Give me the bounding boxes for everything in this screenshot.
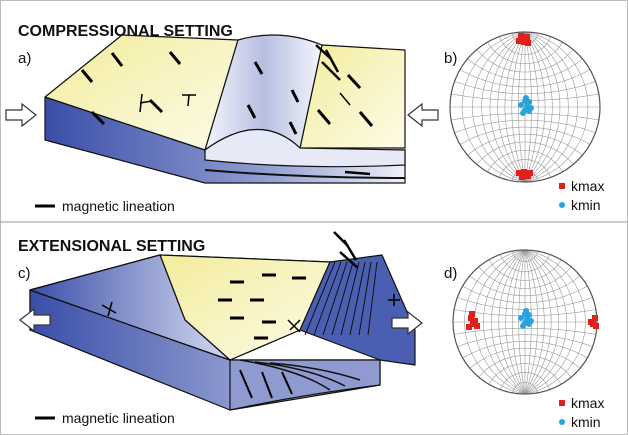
- kmin-point: [518, 315, 524, 321]
- kmin-key: [559, 419, 565, 425]
- panel-title: EXTENSIONAL SETTING: [18, 238, 205, 255]
- legend-text: magnetic lineation: [62, 198, 175, 214]
- kmin-point: [523, 95, 529, 101]
- stress-arrow: [6, 104, 36, 126]
- stress-arrow: [408, 104, 438, 126]
- stereonet-label: b): [444, 50, 457, 67]
- diagram-label: c): [18, 265, 31, 282]
- kmin-point: [526, 108, 532, 114]
- kmax-point: [516, 170, 522, 176]
- kmax-point: [527, 170, 533, 176]
- kmax-point: [474, 323, 480, 329]
- stereonet-label: d): [444, 265, 457, 282]
- kmax-point: [466, 324, 472, 330]
- stereonet: [453, 250, 599, 394]
- kmax-key: [559, 183, 565, 189]
- legend-kmax: kmax: [571, 178, 604, 194]
- kmin-point: [520, 323, 526, 329]
- kmin-point: [518, 102, 524, 108]
- kmax-point: [588, 319, 594, 325]
- figure: COMPRESSIONAL SETTING a) b) magnetic lin…: [0, 0, 628, 435]
- kmin-point: [520, 110, 526, 116]
- kmin-key: [559, 202, 565, 208]
- kmax-point: [469, 311, 475, 317]
- kmax-key: [559, 400, 565, 406]
- kmax-point: [516, 38, 522, 44]
- lineation: [188, 95, 189, 106]
- kmax-point: [525, 40, 531, 46]
- legend-kmin: kmin: [571, 414, 601, 430]
- legend-kmin: kmin: [571, 197, 601, 213]
- legend-text: magnetic lineation: [62, 410, 175, 426]
- diagram-label: a): [18, 50, 31, 67]
- kmin-point: [523, 308, 529, 314]
- kmin-point: [526, 321, 532, 327]
- stereonet: [450, 32, 600, 182]
- legend-kmax: kmax: [571, 395, 604, 411]
